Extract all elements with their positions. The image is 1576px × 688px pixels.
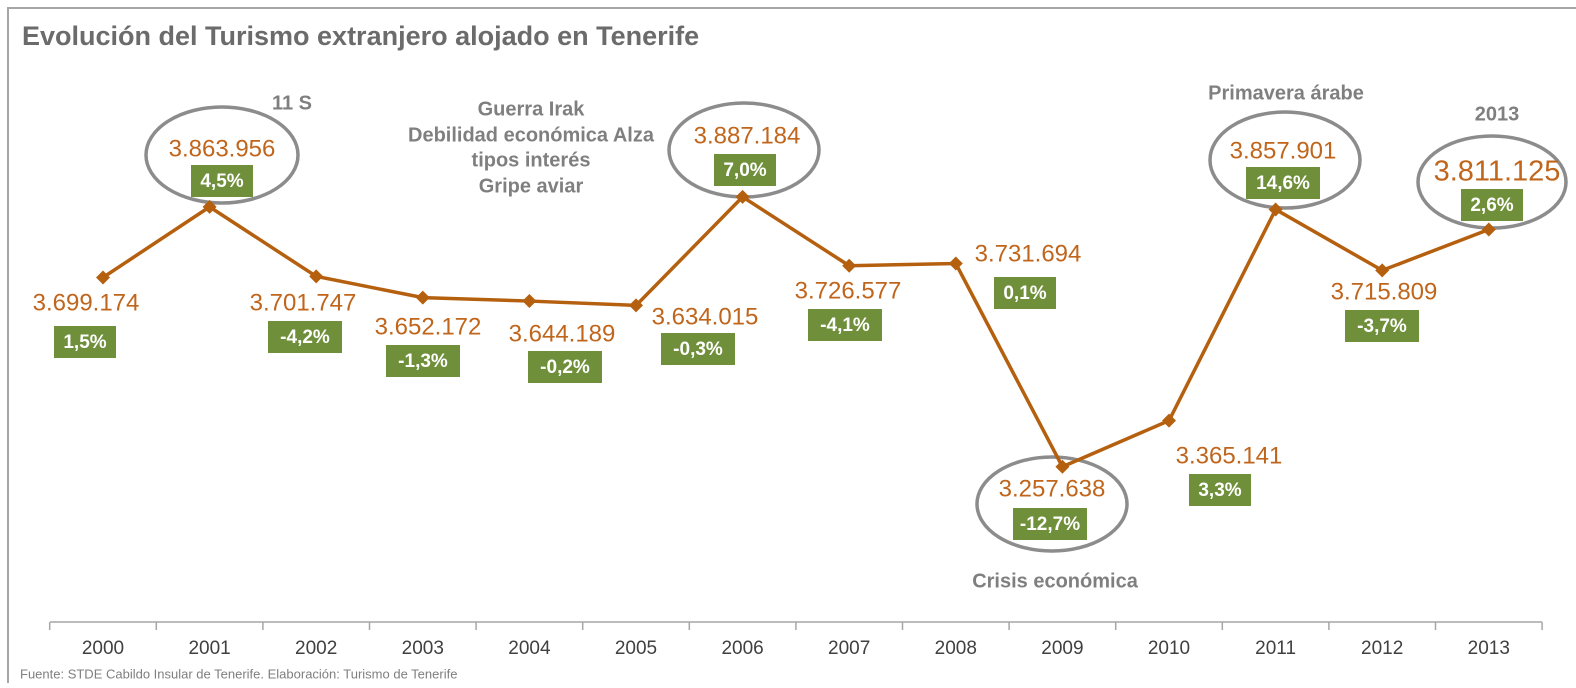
growth-label: -1,3% <box>398 351 448 372</box>
marker <box>1162 413 1176 428</box>
marker <box>309 269 324 284</box>
x-tick-label: 2000 <box>82 638 124 659</box>
x-tick-label: 2001 <box>188 638 230 659</box>
growth-label: 1,5% <box>63 332 106 353</box>
value-label: 3.644.189 <box>509 320 616 347</box>
annotation: Gripe aviar <box>479 175 584 197</box>
marker <box>1268 202 1283 217</box>
x-tick-label: 2005 <box>615 638 657 659</box>
marker <box>842 258 857 273</box>
x-tick-label: 2002 <box>295 638 337 659</box>
marker <box>1055 459 1070 474</box>
growth-label: -12,7% <box>1020 514 1080 535</box>
growth-label: 7,0% <box>723 160 766 181</box>
value-label: 3.701.747 <box>250 289 357 316</box>
growth-label: 4,5% <box>200 171 243 192</box>
growth-box <box>268 321 342 353</box>
growth-box <box>1345 310 1419 342</box>
value-label: 3.863.956 <box>169 135 276 162</box>
value-label: 3.715.809 <box>1331 278 1438 305</box>
highlight-ellipse <box>144 105 300 205</box>
value-label: 3.726.577 <box>795 277 902 304</box>
x-tick-label: 2013 <box>1468 638 1510 659</box>
growth-box <box>661 333 735 365</box>
annotation: 2013 <box>1475 103 1520 125</box>
value-label: 3.887.184 <box>694 122 801 149</box>
marker <box>202 199 217 214</box>
line <box>102 194 1490 469</box>
growth-label: 3,3% <box>1198 480 1241 501</box>
highlight-ellipse <box>975 455 1129 553</box>
x-tick-label: 2008 <box>935 638 977 659</box>
growth-box <box>386 345 460 377</box>
marker <box>948 256 963 271</box>
growth-box <box>1189 474 1251 506</box>
growth-box <box>1246 167 1320 199</box>
annotation: Guerra Irak <box>478 98 586 120</box>
value-label: 3.634.015 <box>652 303 759 330</box>
growth-box <box>1013 508 1087 540</box>
marker <box>629 298 643 313</box>
growth-label: -0,2% <box>540 357 590 378</box>
growth-box <box>994 277 1056 309</box>
value-label: 3.257.638 <box>999 475 1106 502</box>
x-tick-label: 2003 <box>402 638 444 659</box>
growth-box <box>54 326 116 358</box>
value-label: 3.731.694 <box>975 240 1082 267</box>
annotation: 11 S <box>272 92 312 114</box>
x-tick-label: 2012 <box>1361 638 1403 659</box>
growth-label: -3,7% <box>1357 316 1407 337</box>
x-tick-label: 2009 <box>1041 638 1083 659</box>
growth-label: -4,1% <box>820 315 870 336</box>
marker <box>735 189 750 204</box>
annotation: Primavera árabe <box>1208 82 1364 104</box>
annotation: Debilidad económica Alza <box>408 124 655 146</box>
highlight-ellipse <box>1208 110 1362 210</box>
marker <box>96 270 110 285</box>
chart-title: Evolución del Turismo extranjero alojado… <box>22 21 699 51</box>
growth-label: 14,6% <box>1256 173 1310 194</box>
value-label: 3.811.125 <box>1434 156 1561 188</box>
annotation: tipos interés <box>472 149 591 171</box>
value-label: 3.857.901 <box>1230 137 1337 164</box>
growth-box <box>191 165 253 197</box>
x-tick-label: 2004 <box>508 638 551 659</box>
growth-label: 0,1% <box>1003 283 1046 304</box>
source: Fuente: STDE Cabildo Insular de Tenerife… <box>20 666 457 681</box>
value-label: 3.365.141 <box>1176 442 1283 469</box>
x-tick-label: 2007 <box>828 638 870 659</box>
marker <box>1375 263 1390 278</box>
value-label: 3.699.174 <box>33 289 140 316</box>
marker <box>522 294 537 309</box>
annotation: Crisis económica <box>972 570 1139 592</box>
x-tick-label: 2010 <box>1148 638 1190 659</box>
x-tick-label: 2006 <box>721 638 763 659</box>
growth-label: -4,2% <box>280 327 330 348</box>
frame <box>7 7 1576 688</box>
growth-box <box>1461 189 1523 221</box>
value-label: 3.652.172 <box>375 313 482 340</box>
growth-box <box>528 351 602 383</box>
marker <box>1481 222 1496 237</box>
growth-box <box>808 309 882 341</box>
growth-box <box>714 154 776 186</box>
growth-label: -0,3% <box>673 339 723 360</box>
marker <box>415 290 430 305</box>
x-tick-label: 2011 <box>1255 638 1296 659</box>
growth-label: 2,6% <box>1470 195 1513 216</box>
